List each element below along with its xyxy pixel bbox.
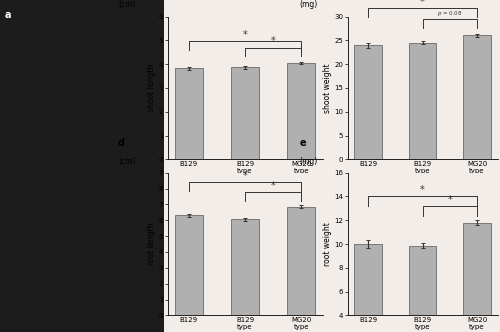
Text: *: *	[420, 0, 425, 7]
Bar	[409, 246, 436, 332]
Text: *: *	[242, 30, 248, 40]
Text: a: a	[5, 10, 12, 20]
Text: *: *	[271, 36, 276, 46]
Y-axis label: shoot length: shoot length	[147, 64, 156, 112]
Bar	[409, 43, 436, 159]
Bar	[174, 68, 203, 159]
Text: *: *	[448, 195, 452, 205]
Bar	[231, 219, 259, 315]
Text: (cm): (cm)	[118, 156, 136, 166]
Bar	[288, 207, 316, 315]
Y-axis label: shoot weight: shoot weight	[322, 63, 332, 113]
Text: e: e	[300, 138, 306, 148]
Text: *: *	[242, 171, 248, 181]
Text: *: *	[271, 181, 276, 191]
Y-axis label: root weight: root weight	[322, 222, 332, 266]
Bar	[464, 222, 490, 332]
Bar	[288, 63, 316, 159]
Y-axis label: root length: root length	[147, 223, 156, 265]
Text: d: d	[118, 138, 125, 148]
Bar	[354, 45, 382, 159]
Text: *: *	[420, 185, 425, 195]
Text: (cm): (cm)	[118, 0, 136, 9]
Text: (mg): (mg)	[300, 156, 318, 166]
Bar	[464, 35, 490, 159]
Text: $p$ = 0.08: $p$ = 0.08	[437, 9, 462, 18]
Text: (mg): (mg)	[300, 0, 318, 9]
Bar	[354, 244, 382, 332]
Bar	[174, 215, 203, 315]
Bar	[231, 67, 259, 159]
